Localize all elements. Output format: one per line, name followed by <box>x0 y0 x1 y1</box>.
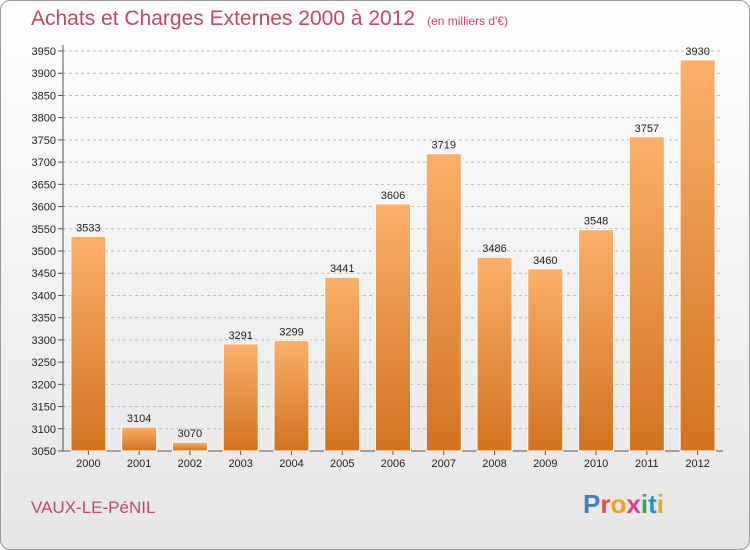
bar <box>273 339 310 452</box>
data-label: 3757 <box>635 123 659 135</box>
y-tick-label: 3150 <box>32 402 56 414</box>
chart-title: Achats et Charges Externes 2000 à 2012 (e… <box>31 7 508 31</box>
logo-letter: r <box>600 489 611 519</box>
x-tick-label: 2003 <box>228 458 252 470</box>
y-tick-label: 3400 <box>32 290 56 302</box>
y-tick-label: 3450 <box>32 268 56 280</box>
x-tick-label: 2008 <box>482 458 506 470</box>
data-label: 3070 <box>178 428 202 440</box>
y-tick-label: 3950 <box>32 46 56 58</box>
data-label: 3291 <box>228 330 252 342</box>
logo-letter: P <box>583 489 601 519</box>
data-label: 3299 <box>279 326 303 338</box>
bar <box>375 203 411 452</box>
y-tick-label: 3650 <box>32 179 56 191</box>
data-label: 3606 <box>381 190 405 202</box>
x-tick-label: 2010 <box>584 458 608 470</box>
y-tick-label: 3900 <box>32 68 56 80</box>
bar <box>121 426 158 452</box>
bar <box>679 59 716 452</box>
y-tick-label: 3800 <box>32 113 56 125</box>
x-tick-label: 2000 <box>76 458 100 470</box>
data-label: 3104 <box>127 413 151 425</box>
proxiti-logo: Proxiti <box>583 489 664 520</box>
bar <box>425 153 462 452</box>
y-tick-label: 3200 <box>32 379 56 391</box>
y-tick-label: 3100 <box>32 424 56 436</box>
value-labels: 3533 3104 3070 3291 3299 3441 3606 3719 3486 3460… <box>76 46 710 440</box>
data-label: 3441 <box>330 263 354 275</box>
logo-letter: x <box>626 489 641 519</box>
y-tick-label: 3750 <box>32 135 56 147</box>
x-tick-label: 2002 <box>178 458 202 470</box>
bar <box>222 343 259 452</box>
x-tick-label: 2011 <box>635 458 659 470</box>
bar <box>628 136 665 452</box>
bar <box>324 276 361 452</box>
logo-letter: t <box>648 489 657 519</box>
x-tick-labels: 2000 2001 2002 2003 2004 2005 2006 2007 2008 2009… <box>76 451 710 470</box>
data-label: 3930 <box>685 46 709 58</box>
y-tick-label: 3050 <box>32 446 56 458</box>
y-tick-label: 3850 <box>32 90 56 102</box>
town-name: VAUX-LE-PéNIL <box>31 498 156 517</box>
x-tick-label: 2009 <box>533 458 557 470</box>
y-tick-label: 3700 <box>32 157 56 169</box>
y-tick-label: 3550 <box>32 224 56 236</box>
x-tick-label: 2012 <box>685 458 709 470</box>
y-tick-labels: 3050 3100 3150 3200 3250 3300 3350 3400 3450 3500… <box>32 46 56 458</box>
chart-subtitle: (en milliers d'€) <box>427 14 509 28</box>
y-tick-label: 3350 <box>32 313 56 325</box>
logo-letter: i <box>656 489 664 519</box>
y-tick-label: 3500 <box>32 246 56 258</box>
data-label: 3486 <box>482 243 506 255</box>
data-label: 3460 <box>533 255 557 267</box>
logo-letter: o <box>610 489 627 519</box>
y-tick-label: 3250 <box>32 357 56 369</box>
bars <box>70 59 716 452</box>
data-label: 3533 <box>76 222 100 234</box>
bar <box>171 441 208 452</box>
bar <box>527 268 564 452</box>
bar <box>476 256 513 452</box>
bar <box>70 235 107 452</box>
logo-letter: i <box>640 489 649 519</box>
data-label: 3548 <box>584 216 608 228</box>
chart-title-text: Achats et Charges Externes 2000 à 2012 <box>31 7 416 30</box>
data-label: 3719 <box>432 140 456 152</box>
x-tick-label: 2006 <box>381 458 405 470</box>
x-tick-label: 2004 <box>279 458 303 470</box>
x-tick-label: 2007 <box>432 458 456 470</box>
x-tick-label: 2001 <box>127 458 151 470</box>
x-tick-label: 2005 <box>330 458 354 470</box>
y-tick-label: 3600 <box>32 202 56 214</box>
y-tick-label: 3300 <box>32 335 56 347</box>
bar <box>578 229 615 452</box>
